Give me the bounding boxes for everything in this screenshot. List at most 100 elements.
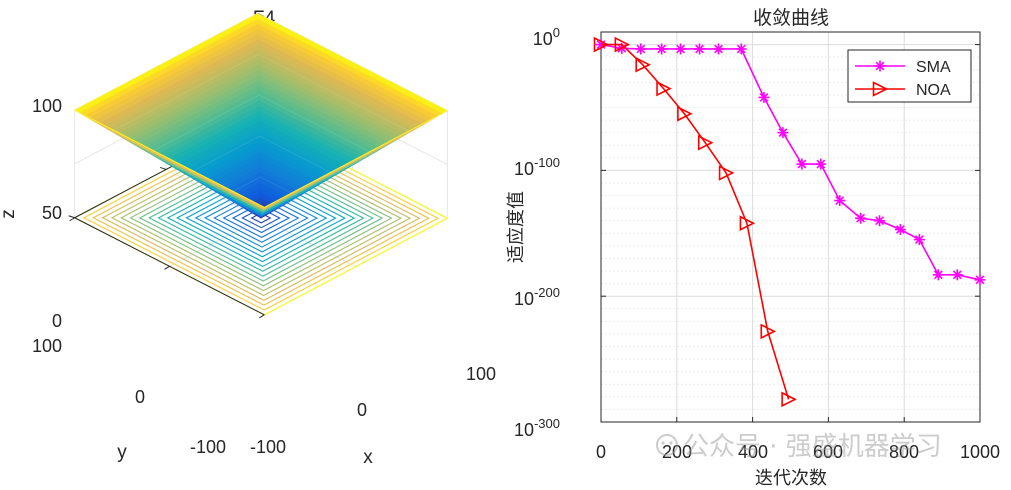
y-tick-log: 10-300 xyxy=(514,416,560,440)
surface-mesh xyxy=(185,135,337,214)
contour-ring xyxy=(194,183,328,253)
svg-text:10-300: 10-300 xyxy=(514,416,560,440)
data-point-sma xyxy=(932,269,944,281)
y-tick-log: 10-200 xyxy=(514,285,560,309)
data-point-noa xyxy=(718,165,735,181)
contour-ring xyxy=(110,139,412,297)
data-point-sma xyxy=(874,215,886,227)
series-line-noa xyxy=(601,43,790,400)
x-axis-label: x xyxy=(363,447,373,468)
data-point-sma xyxy=(735,43,747,55)
contour-ring xyxy=(120,144,402,292)
legend-marker xyxy=(872,81,889,97)
x-tick-label: 1000 xyxy=(960,442,1000,462)
contour-rings xyxy=(73,120,449,316)
x-tick-label: 200 xyxy=(662,442,692,462)
contour-ring xyxy=(222,198,300,238)
axis-edge xyxy=(68,215,75,219)
z-tick-label: 50 xyxy=(42,203,62,223)
data-point-sma xyxy=(855,212,867,224)
contour-ring xyxy=(101,135,421,301)
data-point-sma xyxy=(951,269,963,281)
data-point-sma xyxy=(974,274,986,286)
legend-marker xyxy=(874,60,886,72)
legend-box xyxy=(847,49,972,103)
legend-noa-label: NOA xyxy=(916,82,951,99)
data-point-sma xyxy=(758,91,770,103)
y-tick-label: 100 xyxy=(32,336,62,356)
y-tick-log: 100 xyxy=(533,25,560,49)
surface-plot-3d: F4 100 50 0 z 100 0 -100 y -100 0 100 x xyxy=(0,8,496,468)
y-axis-label: y xyxy=(117,442,127,463)
legend-sma-label: SMA xyxy=(916,59,951,76)
wechat-icon xyxy=(656,434,678,456)
contour-ring xyxy=(129,149,393,287)
svg-text:10-100: 10-100 xyxy=(514,155,560,179)
x-tick-label: 800 xyxy=(889,442,919,462)
x-tick-label: 0 xyxy=(596,442,606,462)
z-tick-label: 100 xyxy=(32,96,62,116)
data-point-noa xyxy=(593,36,610,53)
contour-ring xyxy=(138,154,384,282)
contour-ring xyxy=(241,207,281,229)
contour-ring xyxy=(166,168,356,268)
data-point-noa xyxy=(656,80,672,97)
watermark-text: 公众号 · 强盛机器学习 xyxy=(683,432,942,462)
convergence-plot: 收敛曲线 100 10-100 10-200 10-300 0 200 400 … xyxy=(506,7,1000,489)
contour-ring xyxy=(231,202,291,234)
svg-text:10-200: 10-200 xyxy=(514,285,560,309)
x-tick-label: 600 xyxy=(813,442,843,462)
cone-surface xyxy=(73,12,449,219)
convergence-axes-box xyxy=(600,31,981,423)
data-point-sma xyxy=(913,234,925,246)
data-point-noa xyxy=(635,56,651,73)
contour-ring xyxy=(147,159,375,277)
data-point-noa xyxy=(697,134,714,151)
watermark: 公众号 · 强盛机器学习 xyxy=(656,432,942,462)
x-tick-label: 0 xyxy=(357,400,367,420)
data-point-noa xyxy=(614,36,631,53)
svg-text:100: 100 xyxy=(533,25,560,49)
contour-ring xyxy=(203,188,319,248)
y-tick-log: 10-100 xyxy=(514,155,560,179)
data-point-sma xyxy=(894,224,906,236)
data-point-noa xyxy=(760,323,777,340)
contour-ring xyxy=(92,130,430,306)
data-point-sma xyxy=(834,195,846,207)
legend-sma-marker xyxy=(855,60,905,72)
surface-mesh xyxy=(73,13,449,208)
surface-mesh xyxy=(148,94,374,212)
surface-mesh xyxy=(111,54,411,210)
data-point-sma xyxy=(635,43,647,55)
z-axis-label: z xyxy=(0,209,19,219)
y-tick-label: -100 xyxy=(190,437,226,457)
contour-ring xyxy=(157,164,365,272)
axis-edge xyxy=(69,217,75,222)
x-tick-label: 400 xyxy=(738,442,768,462)
z-tick-label: 0 xyxy=(52,311,62,331)
axis-edge xyxy=(164,265,170,270)
convergence-title: 收敛曲线 xyxy=(753,7,829,29)
contour-ring xyxy=(175,173,347,263)
data-point-sma xyxy=(815,158,827,170)
contour-ring xyxy=(82,125,440,311)
data-point-noa xyxy=(739,215,756,232)
x-tick-label: 100 xyxy=(466,364,496,384)
convergence-series xyxy=(593,36,986,408)
data-point-sma xyxy=(777,127,789,139)
data-point-sma xyxy=(656,43,668,55)
legend: SMA NOA xyxy=(847,49,972,103)
contour-ring xyxy=(213,193,309,243)
surface-mesh xyxy=(223,176,299,217)
y-tick-label: 0 xyxy=(135,387,145,407)
surface-band xyxy=(74,109,265,208)
data-point-noa xyxy=(677,105,693,122)
data-point-sma xyxy=(694,43,706,55)
contour-ring xyxy=(250,212,272,224)
convergence-y-label: 适应度值 xyxy=(506,191,527,263)
data-point-sma xyxy=(675,43,687,55)
x-tick-label: -100 xyxy=(250,437,286,457)
data-point-noa xyxy=(781,391,797,408)
data-point-sma xyxy=(712,43,724,55)
